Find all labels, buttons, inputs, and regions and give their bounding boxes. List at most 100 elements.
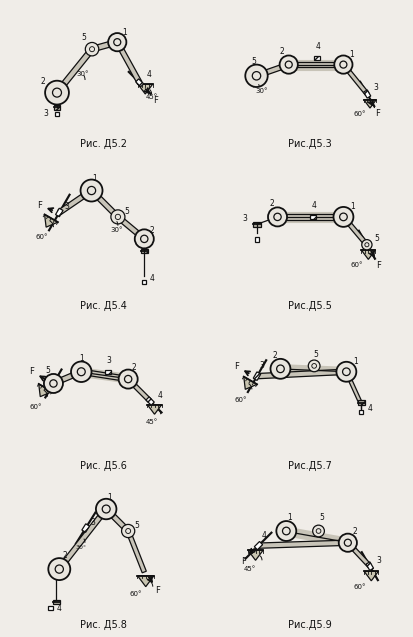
- Text: F: F: [37, 201, 42, 210]
- Polygon shape: [244, 376, 257, 389]
- Text: 30°: 30°: [76, 545, 87, 550]
- Text: 1: 1: [349, 50, 354, 59]
- Text: F: F: [153, 96, 158, 105]
- Text: Рис. Д5.2: Рис. Д5.2: [80, 140, 127, 150]
- Circle shape: [285, 61, 292, 68]
- Circle shape: [268, 208, 287, 226]
- Polygon shape: [52, 369, 82, 386]
- Text: Рис.Д5.3: Рис.Д5.3: [288, 140, 332, 150]
- Text: 3: 3: [90, 518, 95, 527]
- Text: 45°: 45°: [146, 94, 159, 100]
- Circle shape: [114, 39, 121, 46]
- Polygon shape: [358, 400, 365, 405]
- Circle shape: [333, 207, 354, 227]
- Text: 1: 1: [92, 175, 97, 183]
- Polygon shape: [39, 384, 52, 397]
- Circle shape: [102, 505, 110, 513]
- Circle shape: [245, 64, 268, 87]
- Bar: [55, 112, 59, 117]
- Circle shape: [308, 360, 320, 372]
- Polygon shape: [363, 240, 370, 249]
- Polygon shape: [346, 541, 371, 568]
- Circle shape: [96, 499, 116, 519]
- Circle shape: [55, 565, 64, 573]
- Polygon shape: [248, 550, 263, 561]
- Text: 2: 2: [279, 48, 284, 57]
- Polygon shape: [363, 90, 371, 98]
- Text: 4: 4: [57, 604, 62, 613]
- Polygon shape: [364, 571, 378, 581]
- Polygon shape: [366, 562, 373, 571]
- Circle shape: [44, 374, 63, 393]
- Circle shape: [271, 359, 290, 379]
- Text: 1: 1: [350, 202, 355, 211]
- Circle shape: [50, 380, 57, 387]
- Circle shape: [252, 71, 261, 80]
- Circle shape: [108, 33, 126, 51]
- Text: F: F: [241, 557, 246, 566]
- Polygon shape: [361, 250, 375, 259]
- Text: 5: 5: [124, 206, 129, 215]
- Bar: [255, 238, 259, 242]
- Circle shape: [337, 362, 356, 382]
- Polygon shape: [138, 576, 154, 587]
- Polygon shape: [364, 99, 376, 108]
- Circle shape: [119, 369, 138, 389]
- Circle shape: [334, 55, 352, 74]
- Text: 30°: 30°: [110, 227, 123, 233]
- Polygon shape: [82, 524, 90, 533]
- Circle shape: [88, 187, 96, 195]
- Polygon shape: [115, 41, 142, 84]
- Text: 3: 3: [43, 109, 48, 118]
- Polygon shape: [45, 215, 58, 227]
- Text: 60°: 60°: [235, 397, 247, 403]
- Circle shape: [90, 47, 95, 52]
- Polygon shape: [289, 62, 343, 67]
- Polygon shape: [310, 215, 316, 219]
- Circle shape: [135, 229, 154, 248]
- Polygon shape: [53, 600, 60, 605]
- Text: 60°: 60°: [129, 591, 142, 597]
- Text: 3: 3: [64, 202, 69, 211]
- Polygon shape: [259, 540, 348, 548]
- Text: 5: 5: [81, 34, 86, 43]
- Text: 5: 5: [45, 366, 50, 375]
- Text: 2: 2: [353, 527, 358, 536]
- Text: 1: 1: [79, 354, 84, 363]
- Text: 2: 2: [132, 363, 136, 372]
- Text: 4: 4: [312, 201, 317, 210]
- Text: 3: 3: [243, 214, 248, 223]
- Polygon shape: [56, 208, 63, 217]
- Text: Рис. Д5.4: Рис. Д5.4: [80, 301, 127, 311]
- Text: Рис. Д5.8: Рис. Д5.8: [80, 620, 127, 630]
- Text: 60°: 60°: [353, 583, 366, 590]
- Text: 4: 4: [158, 390, 163, 399]
- Polygon shape: [253, 372, 261, 380]
- Text: 5: 5: [313, 350, 318, 359]
- Text: 4: 4: [149, 274, 154, 283]
- Text: 3: 3: [373, 83, 378, 92]
- Circle shape: [362, 240, 372, 250]
- Polygon shape: [104, 507, 130, 533]
- Text: Рис.Д5.9: Рис.Д5.9: [288, 620, 332, 630]
- Polygon shape: [138, 84, 153, 94]
- Circle shape: [140, 235, 148, 243]
- Circle shape: [276, 521, 296, 541]
- Polygon shape: [104, 369, 111, 374]
- Text: 60°: 60°: [354, 111, 366, 117]
- Text: 5: 5: [251, 57, 256, 66]
- Polygon shape: [342, 63, 369, 96]
- Polygon shape: [256, 62, 290, 78]
- Text: 45°: 45°: [145, 419, 158, 425]
- Text: F: F: [155, 585, 160, 594]
- Text: 60°: 60°: [30, 404, 42, 410]
- Text: 2: 2: [63, 552, 68, 561]
- Circle shape: [52, 88, 62, 97]
- Text: 1: 1: [107, 493, 112, 502]
- Polygon shape: [278, 214, 344, 220]
- Circle shape: [45, 81, 69, 104]
- Circle shape: [312, 364, 316, 368]
- Text: 30°: 30°: [256, 88, 268, 94]
- Text: 2: 2: [149, 225, 154, 234]
- Polygon shape: [91, 39, 118, 52]
